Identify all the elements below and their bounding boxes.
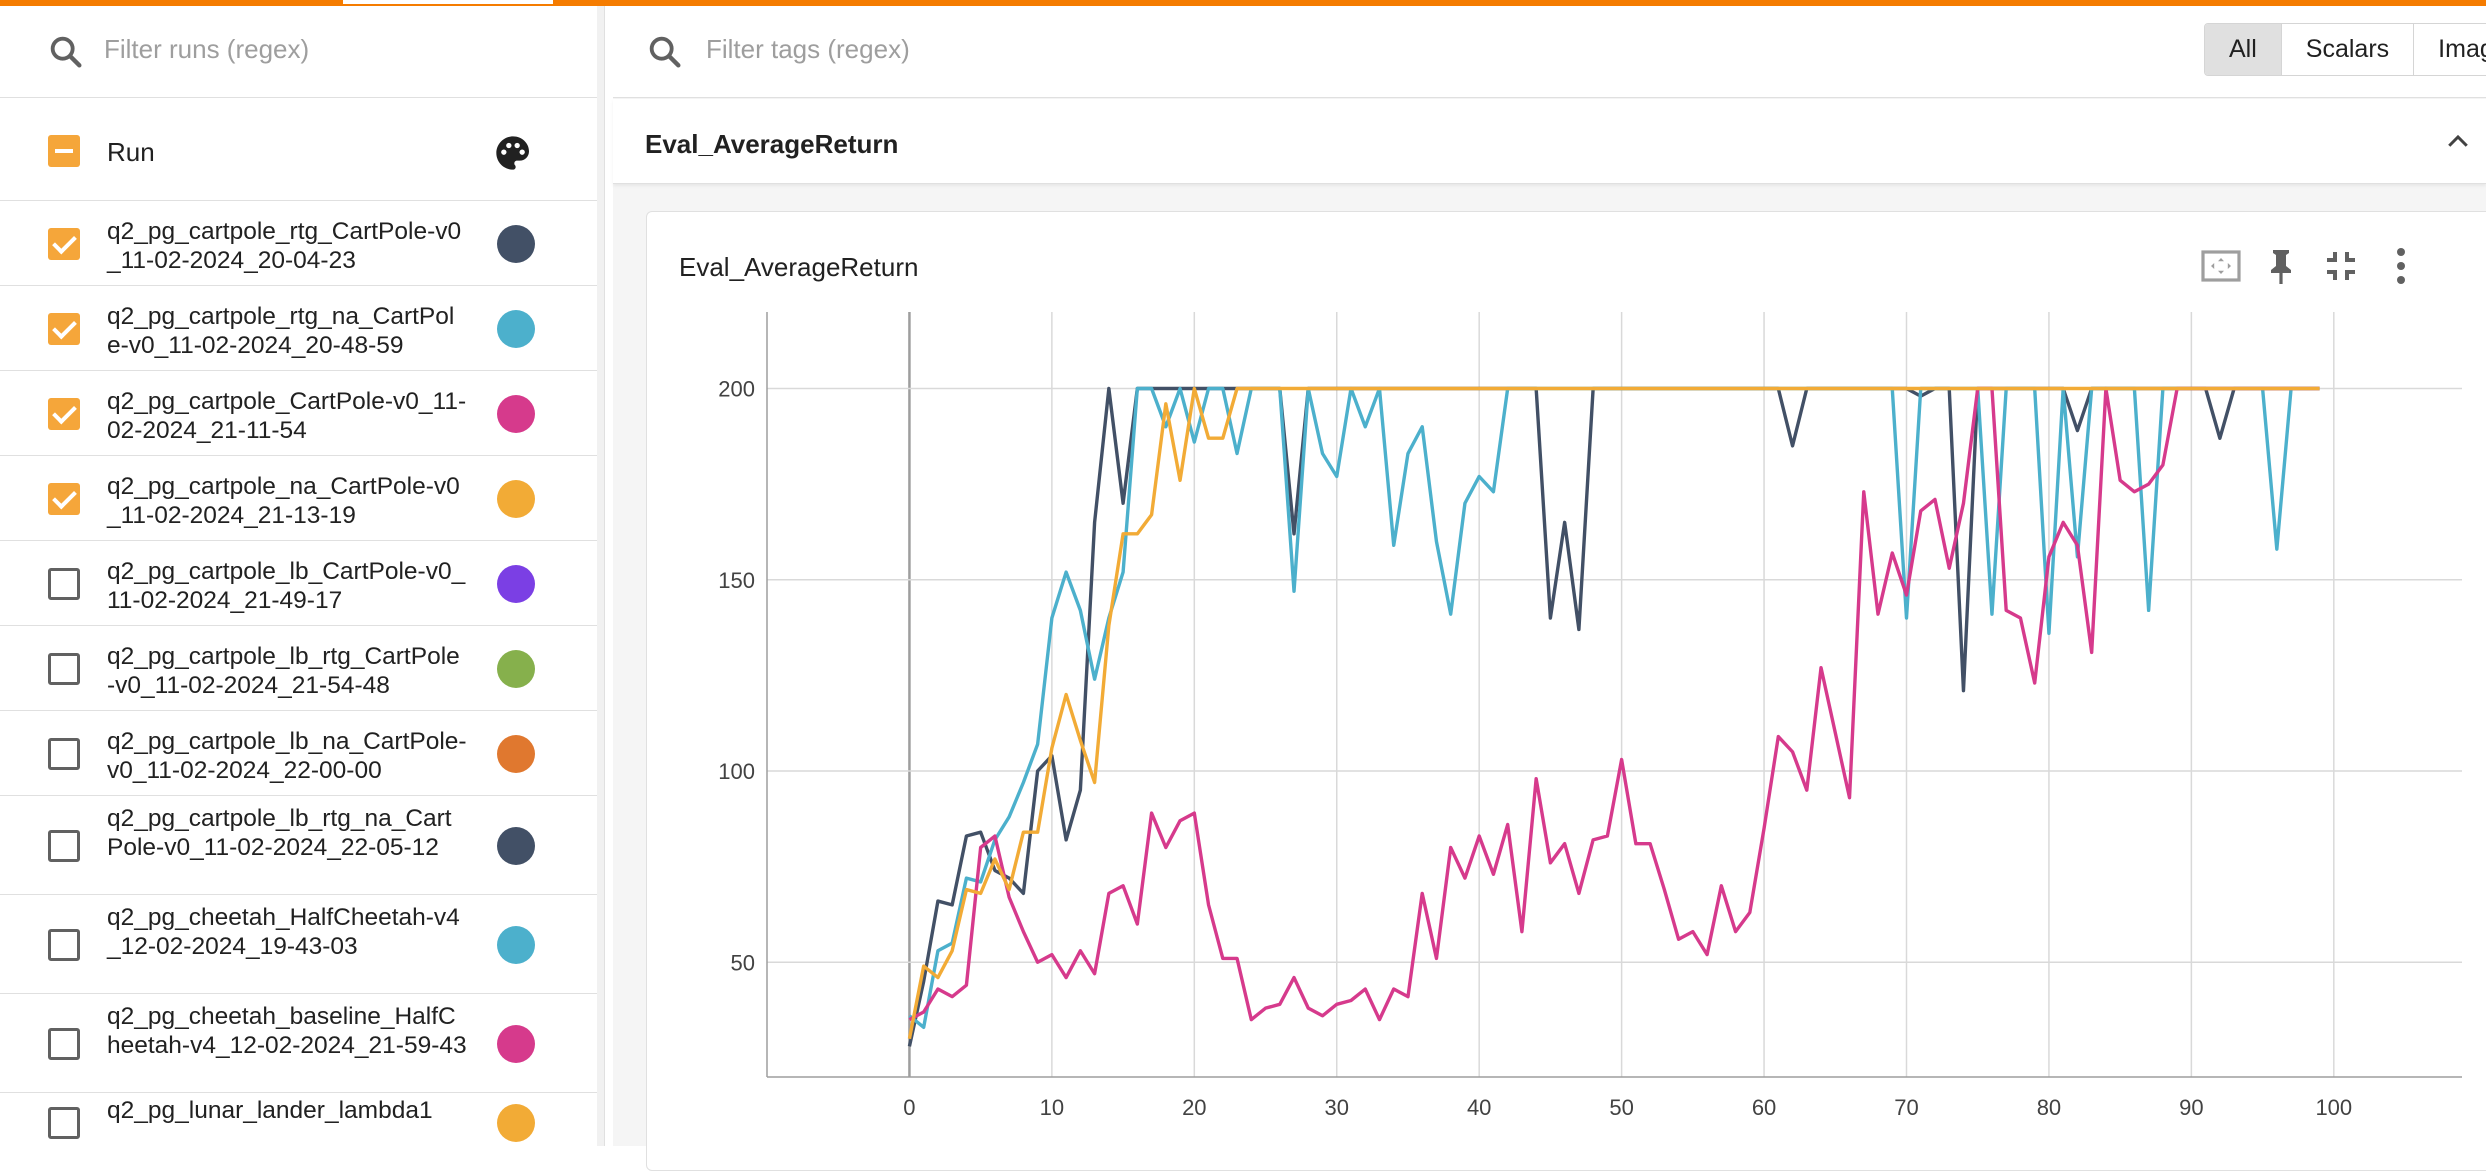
run-color-swatch[interactable] bbox=[497, 564, 535, 603]
run-name: q2_pg_cheetah_HalfCheetah-v4_12-02-2024_… bbox=[107, 904, 460, 960]
run-color-swatch[interactable] bbox=[497, 309, 535, 348]
fit-domain-icon[interactable] bbox=[2197, 242, 2245, 290]
run-color-swatch[interactable] bbox=[497, 734, 535, 773]
run-name: q2_pg_cartpole_lb_CartPole-v0_11-02-2024… bbox=[107, 557, 466, 614]
run-color-swatch[interactable] bbox=[497, 224, 535, 263]
collapse-icon[interactable] bbox=[2317, 242, 2365, 290]
run-checkbox[interactable] bbox=[48, 227, 80, 260]
x-tick-label: 80 bbox=[2037, 1095, 2061, 1120]
x-tick-label: 30 bbox=[1325, 1095, 1349, 1120]
more-vert-icon[interactable] bbox=[2377, 242, 2425, 290]
run-name: q2_pg_cartpole_lb_rtg_na_CartPole-v0_11-… bbox=[107, 805, 452, 861]
main-panel: Filter tags (regex) All Scalars Imag Eva… bbox=[613, 6, 2486, 1171]
run-checkbox[interactable] bbox=[48, 1027, 80, 1060]
x-tick-label: 90 bbox=[2179, 1095, 2203, 1120]
run-color-swatch[interactable] bbox=[497, 479, 535, 518]
run-checkbox[interactable] bbox=[48, 829, 80, 862]
run-name: q2_pg_cartpole_CartPole-v0_11-02-2024_21… bbox=[107, 387, 467, 444]
y-tick-label: 150 bbox=[718, 568, 755, 593]
type-all-button[interactable]: All bbox=[2205, 24, 2282, 75]
run-row[interactable]: q2_pg_cartpole_na_CartPole-v0_11-02-2024… bbox=[0, 456, 604, 541]
run-name: q2_pg_lunar_lander_lambda1 bbox=[107, 1097, 433, 1124]
y-tick-label: 200 bbox=[718, 377, 755, 402]
select-all-checkbox[interactable] bbox=[48, 135, 80, 167]
x-tick-label: 0 bbox=[903, 1095, 915, 1120]
x-tick-label: 20 bbox=[1182, 1095, 1206, 1120]
run-filter-placeholder: Filter runs (regex) bbox=[104, 34, 310, 64]
tag-group-title: Eval_AverageReturn bbox=[645, 129, 899, 159]
run-checkbox[interactable] bbox=[48, 312, 80, 345]
chart-title: Eval_AverageReturn bbox=[679, 252, 919, 282]
run-filter-input[interactable]: Filter runs (regex) bbox=[0, 6, 604, 98]
y-tick-label: 50 bbox=[731, 950, 755, 975]
run-name: q2_pg_cartpole_lb_na_CartPole-v0_11-02-2… bbox=[107, 727, 467, 784]
run-row[interactable]: q2_pg_cheetah_HalfCheetah-v4_12-02-2024_… bbox=[0, 895, 604, 994]
series-line bbox=[908, 386, 2320, 1022]
run-name: q2_pg_cheetah_baseline_HalfCheetah-v4_12… bbox=[107, 1003, 467, 1059]
run-color-swatch[interactable] bbox=[497, 394, 535, 433]
series-line bbox=[907, 386, 2320, 1040]
x-tick-label: 60 bbox=[1752, 1095, 1776, 1120]
runs-table-header: Run bbox=[0, 99, 604, 201]
pin-icon[interactable] bbox=[2257, 242, 2305, 290]
tag-filter-input[interactable]: Filter tags (regex) All Scalars Imag bbox=[613, 6, 2486, 98]
tag-group-header[interactable]: Eval_AverageReturn bbox=[613, 99, 2486, 184]
run-row[interactable]: q2_pg_cartpole_lb_rtg_na_CartPole-v0_11-… bbox=[0, 796, 604, 895]
search-icon bbox=[50, 36, 82, 68]
run-row[interactable]: q2_pg_lunar_lander_lambda1 bbox=[0, 1093, 604, 1146]
tag-filter-placeholder: Filter tags (regex) bbox=[706, 34, 910, 64]
run-checkbox[interactable] bbox=[48, 1107, 80, 1139]
x-tick-label: 70 bbox=[1894, 1095, 1918, 1120]
run-color-swatch[interactable] bbox=[497, 826, 535, 865]
run-color-swatch[interactable] bbox=[497, 649, 535, 688]
run-row[interactable]: q2_pg_cartpole_lb_na_CartPole-v0_11-02-2… bbox=[0, 711, 604, 796]
chevron-up-icon[interactable] bbox=[2443, 127, 2473, 157]
x-tick-label: 50 bbox=[1609, 1095, 1633, 1120]
series-line bbox=[907, 386, 2320, 1047]
run-row[interactable]: q2_pg_cartpole_lb_CartPole-v0_11-02-2024… bbox=[0, 541, 604, 626]
run-row[interactable]: q2_pg_cheetah_baseline_HalfCheetah-v4_12… bbox=[0, 994, 604, 1093]
run-color-swatch[interactable] bbox=[497, 925, 535, 964]
search-icon bbox=[649, 36, 681, 68]
run-name: q2_pg_cartpole_rtg_na_CartPole-v0_11-02-… bbox=[107, 302, 455, 359]
run-row[interactable]: q2_pg_cartpole_rtg_CartPole-v0_11-02-202… bbox=[0, 201, 604, 286]
run-checkbox[interactable] bbox=[48, 482, 80, 515]
top-accent-bar bbox=[0, 0, 2486, 6]
y-tick-label: 100 bbox=[718, 759, 755, 784]
x-tick-label: 10 bbox=[1040, 1095, 1064, 1120]
type-images-button[interactable]: Imag bbox=[2414, 24, 2486, 75]
run-name: q2_pg_cartpole_rtg_CartPole-v0_11-02-202… bbox=[107, 217, 462, 274]
type-scalars-button[interactable]: Scalars bbox=[2282, 24, 2415, 75]
run-name: q2_pg_cartpole_na_CartPole-v0_11-02-2024… bbox=[107, 472, 460, 529]
line-chart[interactable]: 0 10 20 30 40 50 60 70 80 90 100 50 100 150 200 bbox=[647, 212, 2486, 1172]
run-checkbox[interactable] bbox=[48, 737, 80, 770]
active-tab-indicator bbox=[343, 0, 553, 4]
run-name: q2_pg_cartpole_lb_rtg_CartPole-v0_11-02-… bbox=[107, 642, 460, 699]
run-color-swatch[interactable] bbox=[497, 1024, 535, 1063]
run-checkbox[interactable] bbox=[48, 567, 80, 600]
run-row[interactable]: q2_pg_cartpole_rtg_na_CartPole-v0_11-02-… bbox=[0, 286, 604, 371]
run-checkbox[interactable] bbox=[48, 928, 80, 961]
run-row[interactable]: q2_pg_cartpole_CartPole-v0_11-02-2024_21… bbox=[0, 371, 604, 456]
run-checkbox[interactable] bbox=[48, 397, 80, 430]
runs-sidebar: Filter runs (regex) Run q2_pg_cartpole_r… bbox=[0, 6, 605, 1146]
run-checkbox[interactable] bbox=[48, 652, 80, 685]
palette-icon[interactable] bbox=[493, 133, 533, 173]
x-tick-label: 100 bbox=[2315, 1095, 2352, 1120]
scalar-chart-card: Eval_AverageReturn 0 10 20 30 40 50 60 70 80 90 10… bbox=[646, 211, 2486, 1171]
x-tick-label: 40 bbox=[1467, 1095, 1491, 1120]
run-column-label: Run bbox=[107, 137, 155, 167]
plugin-type-toggle: All Scalars Imag bbox=[2204, 23, 2486, 76]
run-row[interactable]: q2_pg_cartpole_lb_rtg_CartPole-v0_11-02-… bbox=[0, 626, 604, 711]
run-color-swatch[interactable] bbox=[497, 1104, 535, 1142]
